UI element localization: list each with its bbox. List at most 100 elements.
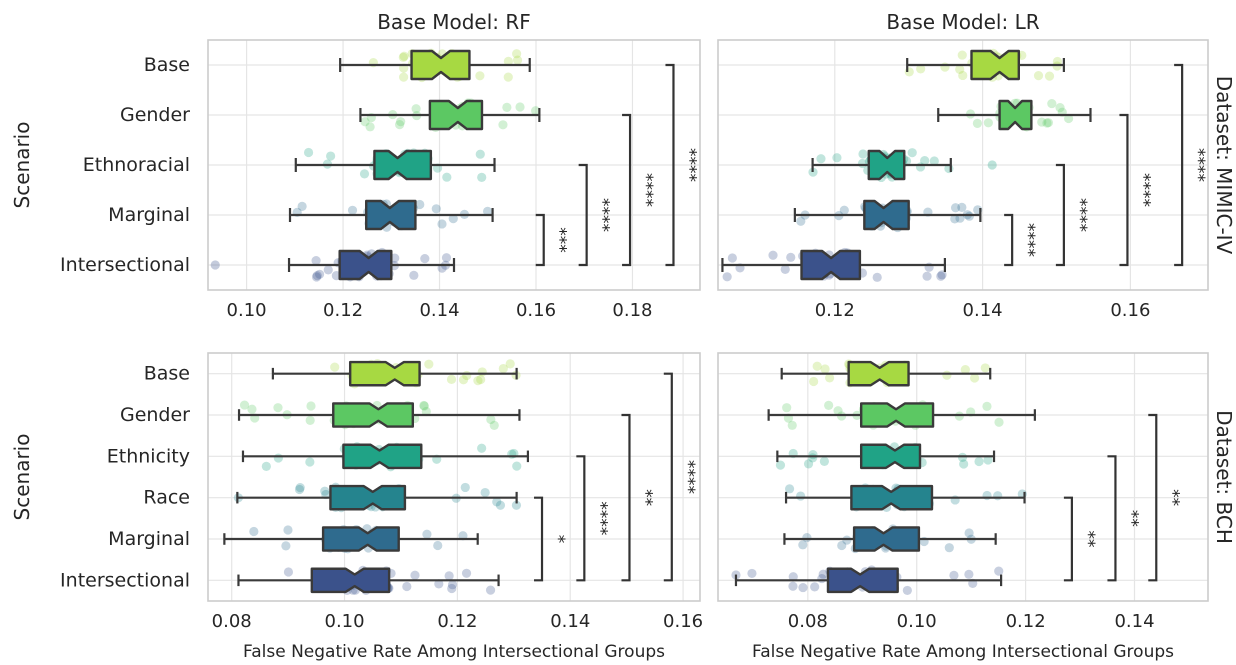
- data-point: [239, 400, 250, 410]
- data-point: [531, 106, 541, 116]
- x-tick-label: 0.18: [612, 300, 652, 321]
- bracket-line: [1174, 63, 1184, 267]
- data-point: [505, 359, 515, 369]
- significance-bracket: **: [1148, 413, 1182, 582]
- data-point: [498, 120, 508, 130]
- box-body: [859, 402, 935, 428]
- data-point: [980, 363, 990, 373]
- data-point: [788, 581, 798, 591]
- data-point: [907, 148, 917, 158]
- data-point: [273, 403, 283, 413]
- data-point: [441, 253, 452, 263]
- data-point: [420, 254, 430, 264]
- data-point: [311, 256, 321, 266]
- data-point: [281, 541, 291, 551]
- y-tick-label: Ethnoracial: [83, 154, 190, 176]
- data-point: [399, 72, 409, 82]
- data-point: [964, 569, 974, 579]
- box-body: [365, 199, 417, 231]
- data-point: [486, 414, 496, 425]
- data-point: [833, 406, 843, 416]
- data-point: [398, 52, 408, 62]
- data-point: [448, 214, 458, 224]
- box-intersectional: [721, 249, 946, 281]
- bracket-line: [663, 372, 673, 582]
- data-point: [983, 118, 993, 128]
- box-body: [847, 360, 910, 387]
- y-tick-label: Intersectional: [60, 254, 190, 276]
- data-point: [273, 453, 283, 463]
- outlier-point: [210, 260, 220, 270]
- data-point: [419, 400, 429, 411]
- data-point: [447, 583, 457, 594]
- significance-label: ****: [593, 198, 613, 232]
- data-point: [261, 461, 271, 471]
- data-point: [839, 205, 849, 215]
- box-base: [339, 49, 531, 81]
- data-point: [788, 572, 798, 582]
- box-ethnoracial: [294, 149, 496, 181]
- box-body: [863, 199, 910, 231]
- box-body: [800, 249, 862, 281]
- data-point: [306, 401, 316, 411]
- box-marginal: [783, 526, 997, 552]
- data-point: [974, 456, 984, 467]
- data-point: [303, 147, 314, 158]
- data-point: [446, 374, 457, 385]
- data-point: [982, 401, 992, 411]
- bracket-line: [534, 496, 544, 582]
- significance-bracket: ***: [535, 213, 570, 267]
- data-point: [964, 211, 974, 221]
- data-point: [1055, 103, 1065, 113]
- y-axis-label: Scenario: [10, 122, 34, 209]
- data-point: [512, 55, 523, 65]
- data-point: [482, 206, 493, 216]
- data-point: [444, 571, 454, 581]
- data-point: [477, 443, 487, 453]
- box-body: [970, 49, 1020, 81]
- data-point: [819, 456, 829, 466]
- data-point: [958, 70, 968, 81]
- box-gender: [359, 99, 541, 131]
- significance-label: ****: [1070, 198, 1090, 232]
- data-point: [784, 484, 795, 494]
- significance-label: ****: [1188, 148, 1208, 182]
- bracket-line: [535, 213, 545, 267]
- data-point: [395, 120, 405, 130]
- data-point: [994, 566, 1004, 576]
- x-tick-label: 0.16: [1110, 300, 1150, 321]
- data-point: [787, 420, 797, 430]
- data-point: [796, 216, 806, 226]
- data-point: [810, 582, 820, 592]
- box-body: [373, 149, 433, 181]
- box-base: [780, 360, 992, 387]
- x-tick-label: 0.14: [1114, 611, 1154, 632]
- box-intersectional: [237, 567, 500, 594]
- data-point: [503, 56, 513, 66]
- data-point: [492, 497, 502, 507]
- data-point: [747, 568, 757, 579]
- box-body: [852, 526, 921, 552]
- data-point: [837, 540, 847, 551]
- x-tick-label: 0.12: [815, 300, 855, 321]
- data-point: [809, 376, 819, 387]
- y-tick-label: Base: [144, 54, 190, 76]
- axes-frame: [207, 39, 701, 291]
- data-point: [326, 151, 336, 161]
- axes-frame: [717, 39, 1209, 291]
- significance-bracket: *: [534, 496, 568, 582]
- data-point: [297, 201, 307, 212]
- data-point: [915, 162, 926, 172]
- data-point: [434, 579, 444, 589]
- box-body: [329, 484, 407, 511]
- data-point: [503, 72, 513, 82]
- data-point: [295, 483, 305, 493]
- data-point: [955, 64, 965, 75]
- panel-rf-mimic: ***************BaseGenderEthnoracialMarg…: [10, 10, 701, 321]
- box-body: [338, 249, 393, 281]
- box-base: [906, 49, 1065, 81]
- significance-label: ****: [590, 501, 610, 535]
- data-point: [957, 202, 967, 212]
- y-tick-label: Gender: [120, 104, 190, 126]
- data-point: [473, 375, 483, 386]
